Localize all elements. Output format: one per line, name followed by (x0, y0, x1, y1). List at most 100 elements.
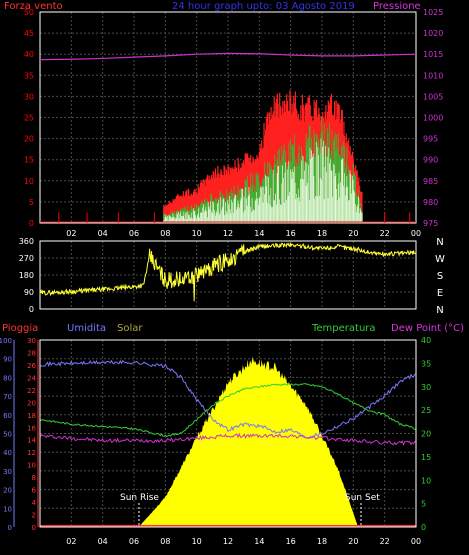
climate-panel-frame (39, 339, 417, 528)
humidity-tick-label: 10 (3, 505, 12, 513)
solar-area-fill (40, 356, 416, 527)
pressure-tick-label: 1000 (423, 114, 443, 123)
humidity-tick-label: 20 (3, 487, 12, 495)
time-tick-label: 08 (160, 537, 170, 546)
humidity-tick-label: 30 (3, 468, 12, 476)
temperature-tick-label: 40 (421, 336, 431, 345)
temperature-axis: 0 5 10 15 20 25 30 35 40 (421, 336, 431, 532)
pressure-tick-label: 995 (423, 135, 438, 144)
rain-tick-label: 30 (27, 337, 36, 345)
time-tick-label: 12 (223, 537, 233, 546)
pressure-tick-label: 1025 (423, 8, 443, 17)
wind-tick-label: 35 (24, 71, 34, 80)
time-tick-label: 08 (160, 229, 170, 238)
rain-tick-label: 22 (27, 387, 36, 395)
temperature-tick-label: 5 (421, 500, 426, 509)
rain-tick-label: 10 (27, 462, 36, 470)
time-tick-label: 16 (286, 229, 296, 238)
temperature-tick-label: 25 (421, 406, 431, 415)
wind-panel-series (39, 52, 417, 223)
direction-tick-label: 360 (19, 237, 34, 246)
direction-tick-label: 90 (24, 288, 34, 297)
compass-label: E (437, 288, 443, 299)
wind-tick-label: 10 (24, 177, 34, 186)
time-tick-label: 06 (129, 537, 139, 546)
temperature-tick-label: 20 (421, 430, 431, 439)
humidity-axis: 0 10 20 30 40 50 60 70 80 90 100 (0, 337, 12, 532)
time-tick-label: 02 (66, 537, 76, 546)
wind-tick-label: 15 (24, 156, 34, 165)
wind-tick-label: 20 (24, 135, 34, 144)
temperature-tick-label: 10 (421, 476, 431, 485)
sunset-label: Sun Set (345, 493, 380, 503)
wind-tick-label: 45 (24, 29, 34, 38)
pressure-tick-label: 990 (423, 156, 438, 165)
wind-axis-title: Forza vento (4, 1, 63, 12)
solar-area (40, 356, 416, 527)
rain-tick-label: 6 (32, 487, 37, 495)
temperature-tick-label: 35 (421, 359, 431, 368)
time-tick-label: 18 (317, 537, 327, 546)
humidity-tick-label: 50 (3, 431, 12, 439)
time-tick-label: 14 (254, 537, 264, 546)
time-tick-label: 00 (411, 537, 421, 546)
humidity-line (39, 359, 417, 440)
time-tick-label: 04 (98, 229, 108, 238)
rain-axis-title: Pioggia (2, 323, 38, 334)
pressure-tick-label: 1010 (423, 71, 443, 80)
direction-series (39, 242, 417, 302)
time-tick-label: 10 (192, 537, 202, 546)
time-tick-label: 10 (192, 229, 202, 238)
dewpoint-axis-title: Dew Point (°C) (391, 323, 464, 334)
time-tick-label: 16 (286, 537, 296, 546)
wind-tick-label: 5 (29, 198, 34, 207)
humidity-tick-label: 70 (3, 393, 12, 401)
wind-tick-label: 25 (24, 114, 34, 123)
pressure-tick-label: 1015 (423, 50, 443, 59)
wind-tick-label: 30 (24, 92, 34, 101)
pressure-line (39, 52, 417, 61)
wind-tick-label: 50 (24, 8, 34, 17)
time-tick-label: 06 (129, 229, 139, 238)
humidity-tick-label: 60 (3, 412, 12, 420)
rain-tick-label: 14 (27, 437, 36, 445)
rain-tick-label: 12 (27, 449, 36, 457)
compass-label: N (436, 237, 443, 248)
time-tick-label: 22 (380, 229, 390, 238)
temperature-tick-label: 0 (421, 523, 426, 532)
pressure-tick-label: 985 (423, 177, 438, 186)
humidity-tick-label: 40 (3, 449, 12, 457)
temperature-tick-label: 15 (421, 453, 431, 462)
temperature-line (39, 383, 417, 437)
humidity-tick-label: 100 (0, 337, 12, 345)
wind-tick-label: 40 (24, 50, 34, 59)
rain-tick-label: 4 (32, 499, 37, 507)
pressure-tick-label: 980 (423, 198, 438, 207)
pressure-axis-title: Pressione (373, 1, 421, 12)
humidity-axis-title: Umidita (67, 323, 106, 334)
sunrise-label: Sun Rise (120, 493, 159, 503)
dewpoint-line (39, 432, 417, 447)
solar-axis-title: Solar (117, 323, 143, 334)
time-tick-label: 04 (98, 537, 108, 546)
time-tick-label: 22 (380, 537, 390, 546)
rain-tick-label: 16 (27, 424, 36, 432)
direction-degree-axis: 0 90 180 270 360 (19, 237, 34, 314)
rain-tick-label: 20 (27, 399, 36, 407)
rain-tick-label: 8 (32, 474, 36, 482)
rain-tick-label: 28 (27, 349, 36, 357)
wind-panel-time-axis: 02 04 06 08 10 12 14 16 18 20 22 00 (66, 229, 421, 238)
direction-panel-frame (39, 240, 417, 310)
direction-tick-label: 0 (29, 305, 34, 314)
pressure-axis: 975 980 985 990 995 1000 1005 1010 1015 1020 1025 (423, 8, 443, 228)
climate-panel-time-axis: 02 04 06 08 10 12 14 16 18 20 22 00 (66, 537, 421, 546)
time-tick-label: 20 (348, 537, 358, 546)
rain-tick-label: 2 (32, 512, 36, 520)
humidity-tick-label: 90 (3, 356, 12, 364)
time-tick-label: 12 (223, 229, 233, 238)
compass-label: S (437, 271, 443, 282)
rain-tick-label: 26 (27, 362, 36, 370)
pressure-tick-label: 1020 (423, 29, 443, 38)
